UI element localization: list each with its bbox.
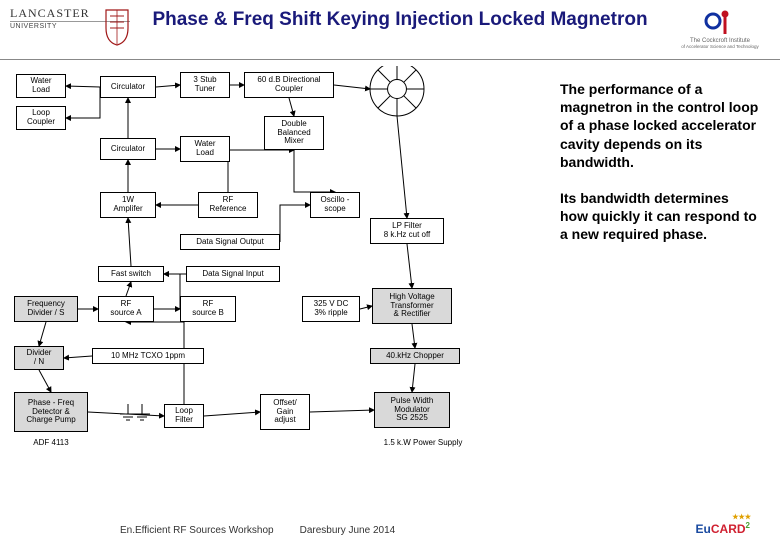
node-water_load: WaterLoad [16, 74, 66, 98]
header: LANCASTER UNIVERSITY Phase & Freq Shift … [0, 0, 780, 60]
node-oscope: Oscillo -scope [310, 192, 360, 218]
footer-right: Daresbury June 2014 [300, 525, 396, 536]
node-lpfilt: LP Filter8 k.Hz cut off [370, 218, 444, 244]
cockcroft-sub: of Accelerator Science and Technology [681, 44, 758, 49]
node-circ2: Circulator [100, 138, 156, 160]
node-water_load2: WaterLoad [180, 136, 230, 162]
node-adflabel: ADF 4113 [14, 436, 88, 450]
node-chopper: 40.kHz Chopper [370, 348, 460, 364]
node-circ1: Circulator [100, 76, 156, 98]
node-dbmixer: DoubleBalancedMixer [264, 116, 324, 150]
node-rfref: RFReference [198, 192, 258, 218]
content-area: WaterLoad LoopCoupler Circulator 3 StubTune… [0, 60, 780, 510]
page-title: Phase & Freq Shift Keying Injection Lock… [130, 6, 670, 32]
node-dsi: Data Signal Input [186, 266, 280, 282]
footer-left: En.Efficient RF Sources Workshop [120, 525, 274, 536]
lancaster-logo: LANCASTER UNIVERSITY [10, 6, 130, 54]
stars-icon: ★ ★ ★ [696, 516, 750, 521]
node-tcxo: 10 MHz TCXO 1ppm [92, 348, 204, 364]
node-loopfilt: LoopFilter [164, 404, 204, 428]
block-diagram: WaterLoad LoopCoupler Circulator 3 StubTune… [10, 66, 542, 506]
node-divn: Divider/ N [14, 346, 64, 370]
paragraph-1: The performance of a magnetron in the co… [560, 80, 760, 171]
node-amp1w: 1WAmplifer [100, 192, 156, 218]
eucard-card: CARD [711, 522, 746, 536]
eucard-logo: ★ ★ ★ EuCARD2 [696, 516, 750, 536]
cockcroft-icon [703, 6, 737, 36]
node-freqdiv: FrequencyDivider / S [14, 296, 78, 322]
node-psu: 1.5 k.W Power Supply [364, 436, 482, 450]
node-stub: 3 StubTuner [180, 72, 230, 98]
footer: En.Efficient RF Sources Workshop Daresbu… [0, 525, 780, 536]
node-offset: Offset/Gainadjust [260, 394, 310, 430]
node-vdc: 325 V DC3% ripple [302, 296, 360, 322]
node-pwm: Pulse WidthModulatorSG 2525 [374, 392, 450, 428]
node-fastswitch: Fast switch [98, 266, 164, 282]
node-adf: Phase - FreqDetector &Charge Pump [14, 392, 88, 432]
cockcroft-logo: The Cockcroft Institute of Accelerator S… [670, 6, 770, 54]
node-hvtr: High VoltageTransformer& Rectifier [372, 288, 452, 324]
body-text: The performance of a magnetron in the co… [560, 80, 760, 262]
eucard-eu: Eu [696, 522, 711, 536]
paragraph-2: Its bandwidth determines how quickly it … [560, 189, 760, 244]
node-loop_coupler: LoopCoupler [16, 106, 66, 130]
node-dso: Data Signal Output [180, 234, 280, 250]
shield-icon [104, 8, 130, 46]
node-rfa: RFsource A [98, 296, 154, 322]
node-rfb: RFsource B [180, 296, 236, 322]
eucard-sup: 2 [746, 521, 750, 530]
node-coupler60: 60 d.B DirectionalCoupler [244, 72, 334, 98]
